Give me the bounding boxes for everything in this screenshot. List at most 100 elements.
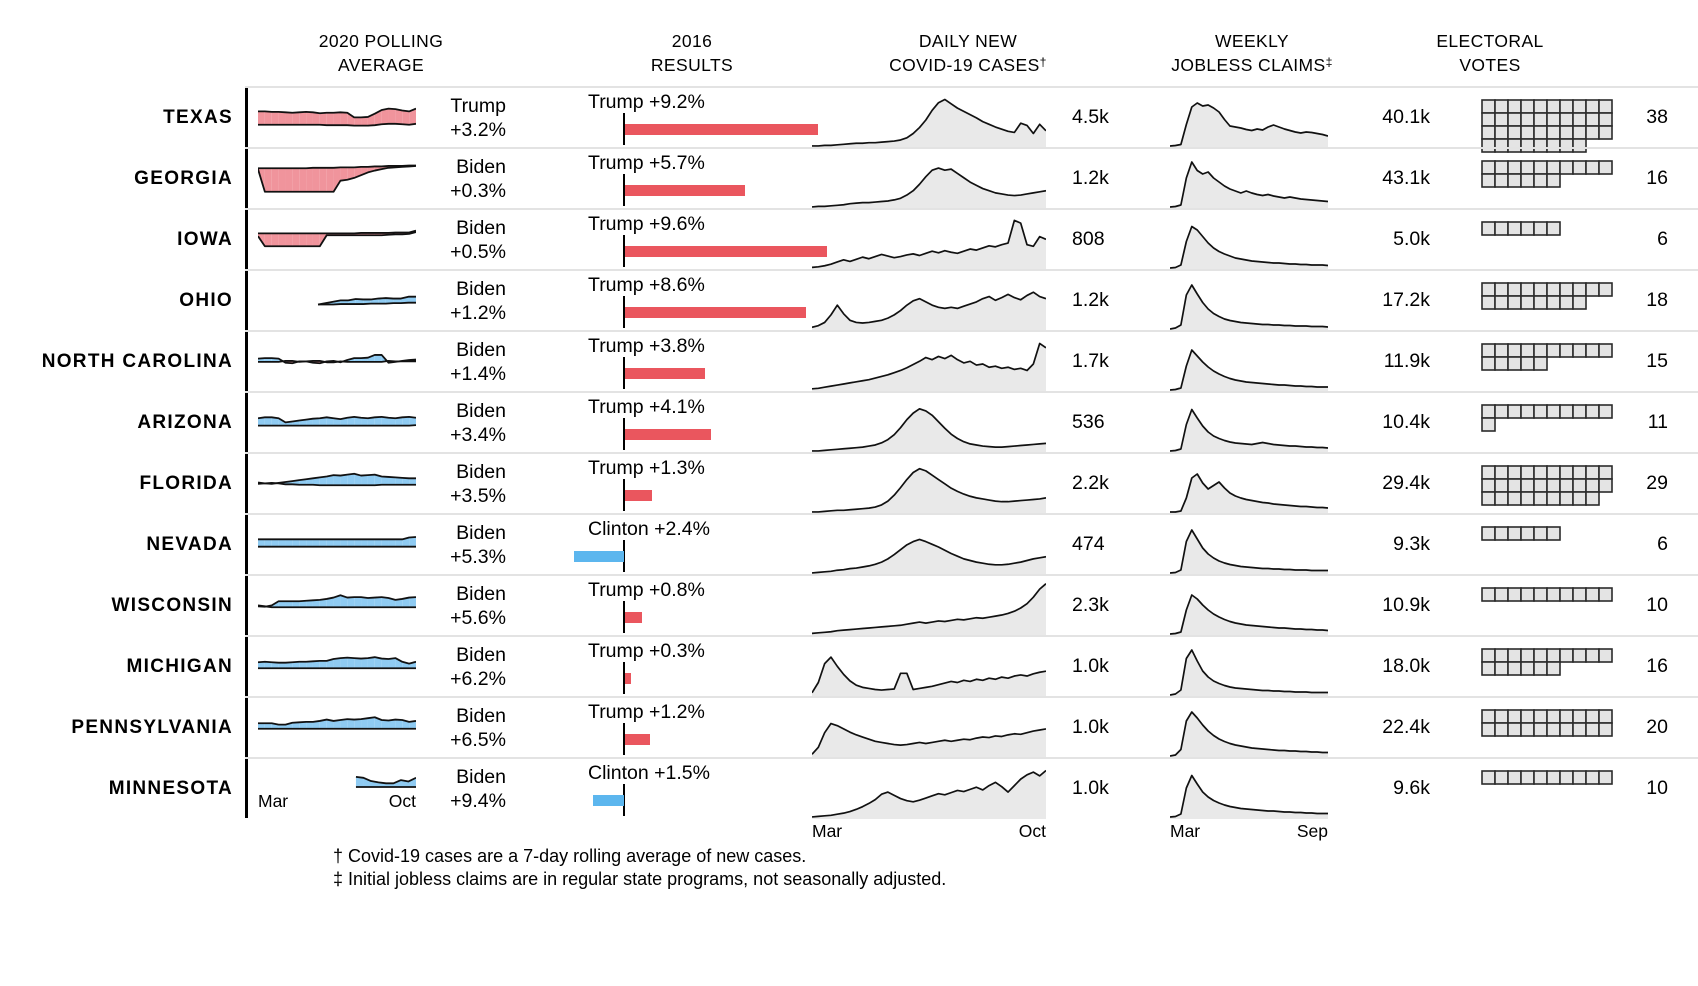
- covid-value: 1.0k: [1072, 655, 1109, 677]
- electoral-votes-value: 16: [1646, 655, 1668, 677]
- state-label: FLORIDA: [139, 473, 233, 494]
- polling-average-label: Biden +6.2%: [386, 643, 506, 691]
- polling-average-label: Biden +9.4%: [386, 765, 506, 813]
- header-line1: 2020 POLLING: [318, 31, 444, 51]
- results-2016-baseline: [623, 479, 625, 511]
- polling-leader: Biden: [456, 278, 506, 300]
- polling-leader: Biden: [456, 766, 506, 788]
- polling-sparkline: [257, 215, 417, 266]
- electoral-waffle: [1481, 770, 1613, 790]
- results-2016-bar: [592, 795, 624, 806]
- polling-margin: +6.2%: [450, 668, 506, 690]
- column-header-polling: 2020 POLLING AVERAGE: [319, 29, 443, 79]
- results-2016-label: Trump +5.7%: [588, 152, 705, 174]
- row-divider: [245, 86, 1698, 88]
- electoral-waffle: [1481, 343, 1613, 376]
- electoral-waffle: [1481, 709, 1613, 742]
- jobless-value: 43.1k: [1382, 167, 1430, 189]
- results-2016-baseline: [623, 601, 625, 633]
- covid-value: 1.7k: [1072, 350, 1109, 372]
- jobless-sparkline: [1170, 460, 1329, 519]
- polling-sparkline: [257, 459, 416, 510]
- polling-margin: +1.2%: [450, 302, 506, 324]
- results-2016-label: Trump +0.8%: [588, 579, 705, 601]
- electoral-votes-value: 6: [1657, 533, 1668, 555]
- header-line2: RESULTS: [650, 55, 734, 75]
- results-2016-baseline: [623, 235, 625, 267]
- state-label: PENNSYLVANIA: [71, 717, 233, 738]
- results-2016-bar: [625, 490, 653, 501]
- polling-sparkline: [257, 581, 417, 632]
- polling-margin: +9.4%: [450, 790, 506, 812]
- row-divider: [245, 391, 1698, 393]
- state-label: NEVADA: [146, 534, 233, 555]
- header-line1: ELECTORAL: [1436, 31, 1544, 51]
- electoral-waffle: [1481, 587, 1613, 607]
- electoral-votes-value: 38: [1646, 106, 1668, 128]
- polling-sparkline: [258, 520, 417, 571]
- covid-sparkline: [811, 151, 1047, 214]
- electoral-waffle: [1481, 221, 1613, 241]
- jobless-axis-end: Sep: [1296, 821, 1328, 841]
- polling-margin: +0.3%: [450, 180, 506, 202]
- results-2016-baseline: [623, 113, 625, 145]
- jobless-sparkline: [1169, 216, 1329, 275]
- column-header-2016-results: 2016 RESULTS: [651, 29, 733, 79]
- covid-sparkline: [812, 456, 1047, 519]
- covid-axis-start: Mar: [812, 821, 843, 841]
- row-divider: [245, 513, 1698, 515]
- polling-average-label: Biden +6.5%: [386, 704, 506, 752]
- state-label: MICHIGAN: [126, 656, 233, 677]
- electoral-votes-value: 10: [1646, 777, 1668, 799]
- row-divider: [245, 635, 1698, 637]
- polling-average-label: Biden +0.5%: [386, 216, 506, 264]
- covid-sparkline: [811, 517, 1047, 580]
- covid-value: 1.2k: [1072, 167, 1109, 189]
- dagger-icon: †: [1039, 55, 1047, 69]
- electoral-waffle: [1481, 648, 1613, 681]
- jobless-value: 9.6k: [1393, 777, 1430, 799]
- results-2016-bar: [625, 124, 819, 135]
- row-divider: [245, 452, 1698, 454]
- polling-margin: +3.2%: [450, 119, 506, 141]
- state-label: GEORGIA: [134, 168, 233, 189]
- results-2016-label: Trump +1.2%: [588, 701, 705, 723]
- row-divider: [245, 574, 1698, 576]
- header-line2: VOTES: [1459, 55, 1521, 75]
- results-2016-label: Trump +8.6%: [588, 274, 705, 296]
- covid-sparkline: [811, 273, 1047, 336]
- covid-value: 4.5k: [1072, 106, 1109, 128]
- polling-margin: +6.5%: [450, 729, 506, 751]
- column-header-electoral-votes: ELECTORAL VOTES: [1436, 29, 1543, 79]
- row-divider: [245, 757, 1698, 759]
- results-2016-baseline: [623, 357, 625, 389]
- covid-sparkline: [811, 212, 1047, 275]
- electoral-votes-value: 29: [1646, 472, 1668, 494]
- polling-leader: Biden: [456, 705, 506, 727]
- jobless-sparkline: [1169, 399, 1329, 458]
- results-2016-label: Trump +4.1%: [588, 396, 705, 418]
- polling-axis-start: Mar: [258, 791, 289, 811]
- polling-sparkline: [257, 398, 417, 449]
- results-2016-label: Trump +9.2%: [588, 91, 705, 113]
- results-2016-bar: [625, 429, 712, 440]
- column-header-jobless-claims: WEEKLY JOBLESS CLAIMS‡: [1171, 29, 1333, 79]
- polling-margin: +5.6%: [450, 607, 506, 629]
- results-2016-bar: [573, 551, 624, 562]
- polling-margin: +3.5%: [450, 485, 506, 507]
- state-label: IOWA: [177, 229, 233, 250]
- polling-sparkline: [258, 703, 417, 754]
- results-2016-bar: [625, 673, 632, 684]
- header-line1: 2016: [671, 31, 713, 51]
- covid-axis-end: Oct: [1018, 821, 1046, 841]
- electoral-waffle: [1481, 160, 1613, 193]
- polling-sparkline: [258, 93, 417, 144]
- polling-margin: +5.3%: [450, 546, 506, 568]
- polling-leader: Biden: [456, 583, 506, 605]
- polling-leader: Biden: [456, 461, 506, 483]
- footnote-covid: † Covid-19 cases are a 7-day rolling ave…: [333, 846, 807, 866]
- covid-sparkline: [811, 700, 1047, 763]
- jobless-value: 17.2k: [1382, 289, 1430, 311]
- jobless-value: 29.4k: [1382, 472, 1430, 494]
